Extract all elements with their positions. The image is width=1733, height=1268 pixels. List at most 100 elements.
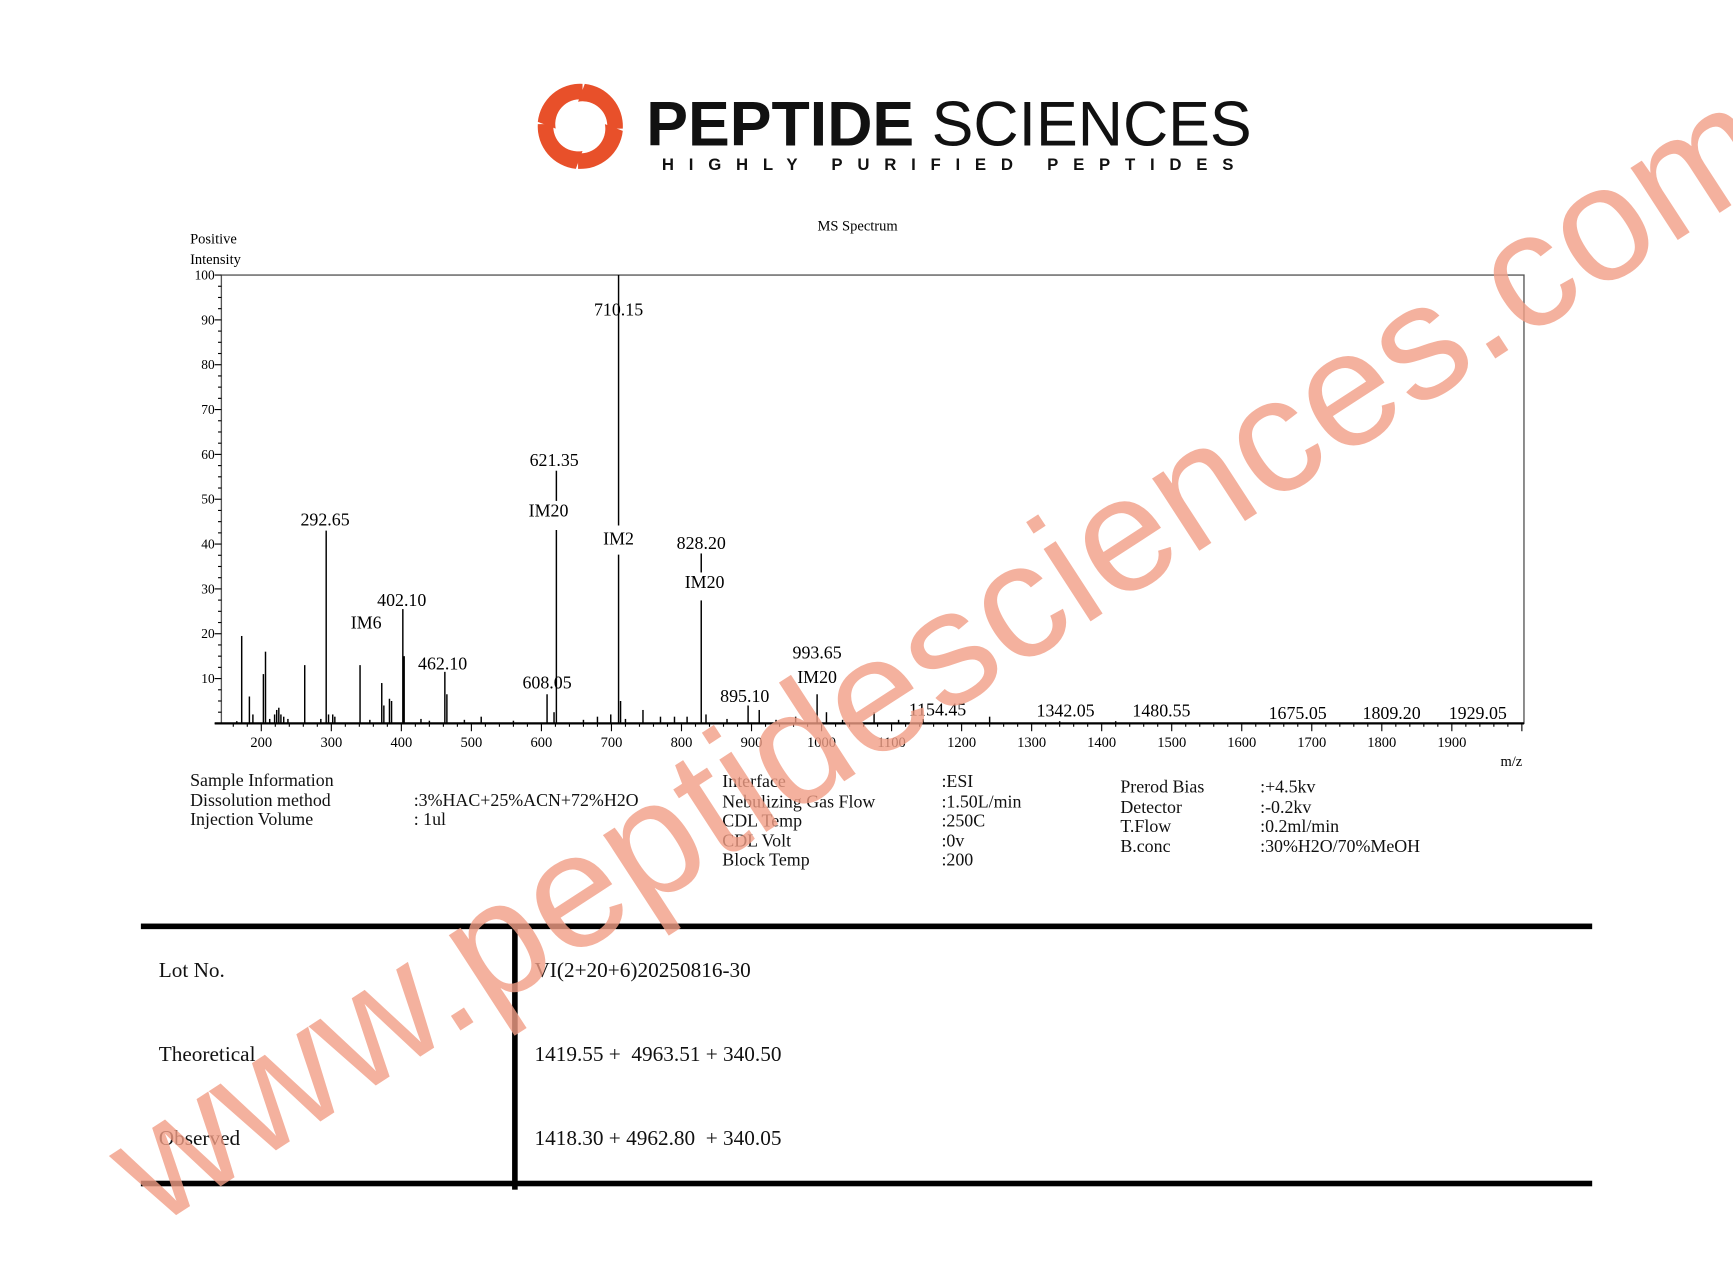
peak-label: 1929.05 xyxy=(1449,703,1507,723)
peak-label: 1480.55 xyxy=(1132,701,1190,721)
y-tick-label: 40 xyxy=(201,537,215,552)
brand-name: PEPTIDE SCIENCES xyxy=(646,87,1251,160)
x-tick-label: 400 xyxy=(390,735,412,751)
x-axis-label: m/z xyxy=(1500,754,1522,770)
peak-label: 608.05 xyxy=(522,673,571,693)
peak-label: 1675.05 xyxy=(1269,703,1327,723)
peak-tag: IM20 xyxy=(529,501,569,521)
info-value: :0.2ml/min xyxy=(1260,817,1340,837)
y-tick-label: 80 xyxy=(201,357,215,372)
peak-tag: IM2 xyxy=(603,529,634,549)
logo-swirl-segment xyxy=(537,124,583,169)
peak-label: 895.10 xyxy=(720,686,769,706)
info-value: :-0.2kv xyxy=(1260,797,1312,817)
y-tick-label: 30 xyxy=(201,581,215,596)
info-row: T.Flow :0.2ml/min xyxy=(1120,817,1339,837)
info-row: Prerod Bias :+4.5kv xyxy=(1120,778,1315,798)
y-axis-label-line1: Positive xyxy=(190,232,237,248)
info-row: Nebulizing Gas Flow :1.50L/min xyxy=(722,792,1021,812)
info-label: Block Temp xyxy=(722,850,810,870)
info-value: :250C xyxy=(941,811,986,831)
table-row-value: 1418.30 + 4962.80 + 340.05 xyxy=(534,1127,782,1151)
x-tick-label: 900 xyxy=(741,735,763,751)
peak-tag: IM6 xyxy=(351,612,382,632)
x-tick-label: 1600 xyxy=(1227,735,1256,751)
x-tick-label: 1000 xyxy=(807,735,836,751)
table-column-divider xyxy=(512,925,518,1190)
info-label: B.conc xyxy=(1120,836,1171,856)
peptide-sciences-logo-icon xyxy=(537,83,623,169)
ms-spectrum-chart: MS Spectrum Positive Intensity m/z 200 30… xyxy=(190,218,1525,770)
logo-center xyxy=(570,116,591,137)
info-value: :3%HAC+25%ACN+72%H2O xyxy=(413,791,639,811)
info-row: Injection Volume : 1ul xyxy=(190,810,446,831)
info-value: :+4.5kv xyxy=(1260,778,1316,798)
sample-information: Sample Information Dissolution method :3%… xyxy=(190,771,639,831)
chart-title: MS Spectrum xyxy=(817,218,898,234)
peak-label: 292.65 xyxy=(300,510,349,530)
x-tick-label: 1500 xyxy=(1157,735,1186,751)
info-value: :30%H2O/70%MeOH xyxy=(1260,836,1421,856)
y-tick-label: 90 xyxy=(201,312,215,327)
x-tick-label: 1900 xyxy=(1437,735,1466,751)
info-row: B.conc :30%H2O/70%MeOH xyxy=(1120,836,1420,857)
y-tick-label: 60 xyxy=(201,447,215,462)
info-label: Dissolution method xyxy=(190,791,331,811)
table-row-label: Theoretical xyxy=(158,1043,256,1067)
info-value: : 1ul xyxy=(413,810,446,830)
instrument-information: Interface :ESI Nebulizing Gas Flow :1.50L/m… xyxy=(722,772,1021,871)
info-value: :1.50L/min xyxy=(941,792,1022,812)
info-row: Interface :ESI xyxy=(722,772,973,793)
info-label: CDL Temp xyxy=(722,811,803,831)
table-bottom-border xyxy=(140,1180,1593,1187)
peak-label: 993.65 xyxy=(793,643,842,663)
info-value: :0v xyxy=(941,831,965,851)
peak-label: 1342.05 xyxy=(1037,701,1095,721)
table-row-value: VI(2+20+6)20250816-30 xyxy=(534,959,751,983)
table-row-label: Observed xyxy=(158,1127,241,1151)
peak-label: 1154.45 xyxy=(909,700,966,720)
info-label: T.Flow xyxy=(1120,817,1172,837)
info-row: CDL Temp :250C xyxy=(722,811,985,832)
logo-swirl-segment xyxy=(537,83,583,129)
peak-label: 710.15 xyxy=(594,299,643,319)
peak-label: 402.10 xyxy=(377,590,426,610)
y-tick-label: 100 xyxy=(195,268,215,283)
table-row-label: Lot No. xyxy=(158,959,225,983)
x-tick-label: 1400 xyxy=(1087,735,1116,751)
y-tick-label: 70 xyxy=(201,402,215,417)
info-row: Block Temp:200 xyxy=(722,850,973,871)
y-tick-label: 50 xyxy=(201,492,215,507)
sample-info-heading: Sample Information xyxy=(190,771,334,791)
info-row: CDL Volt :0v xyxy=(722,831,964,851)
info-label: Interface xyxy=(722,772,786,792)
info-label: Prerod Bias xyxy=(1120,778,1205,798)
logo-swirl-segment xyxy=(578,83,623,129)
peak-label: 462.10 xyxy=(418,654,467,674)
coa-document: PEPTIDE SCIENCES HIGHLY PURIFIED PEPTIDE… xyxy=(76,48,1733,1258)
x-tick-label: 1300 xyxy=(1017,735,1046,751)
y-axis-label-line2: Intensity xyxy=(190,252,242,268)
y-tick-label: 10 xyxy=(201,671,215,686)
x-tick-label: 600 xyxy=(531,735,553,751)
x-tick-label: 800 xyxy=(671,735,693,751)
peak-label: 621.35 xyxy=(530,450,579,470)
peak-tag: IM20 xyxy=(685,572,725,592)
info-label: CDL Volt xyxy=(722,831,792,851)
x-tick-label: 200 xyxy=(250,735,272,751)
brand-name-regular: SCIENCES xyxy=(914,88,1252,159)
x-tick-label: 300 xyxy=(320,735,342,751)
info-row: Dissolution method :3%HAC+25%ACN+72%H2O xyxy=(190,791,639,811)
info-label: Injection Volume xyxy=(190,810,314,830)
x-tick-label: 1200 xyxy=(947,735,976,751)
info-label: Nebulizing Gas Flow xyxy=(722,792,876,812)
detector-information: Prerod Bias :+4.5kv Detector :-0.2kv T.Flow:… xyxy=(1120,778,1420,857)
x-tick-label: 700 xyxy=(601,735,623,751)
x-tick-label: 500 xyxy=(461,735,483,751)
x-tick-label: 1700 xyxy=(1297,735,1326,751)
brand-name-bold: PEPTIDE xyxy=(646,88,915,159)
x-tick-label: 1100 xyxy=(877,735,906,751)
info-value: :ESI xyxy=(941,772,974,792)
table-top-border xyxy=(140,923,1593,930)
info-label: Detector xyxy=(1120,797,1182,817)
